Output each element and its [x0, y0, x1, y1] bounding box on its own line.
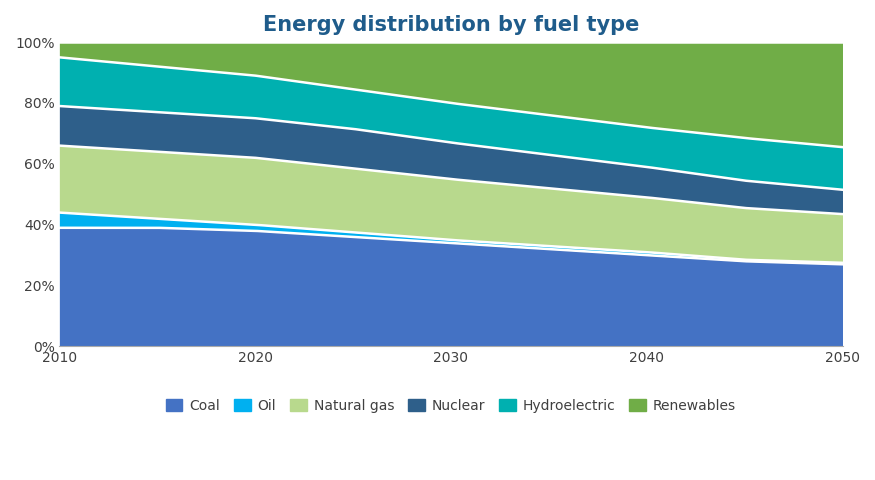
Title: Energy distribution by fuel type: Energy distribution by fuel type	[262, 15, 639, 35]
Legend: Coal, Oil, Natural gas, Nuclear, Hydroelectric, Renewables: Coal, Oil, Natural gas, Nuclear, Hydroel…	[160, 393, 742, 418]
